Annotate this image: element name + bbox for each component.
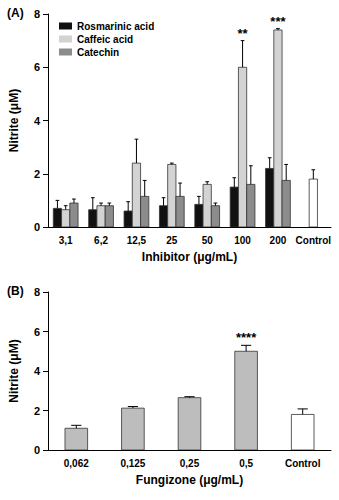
svg-text:12,5: 12,5 (127, 235, 147, 246)
svg-text:0,5: 0,5 (239, 458, 253, 469)
svg-text:4: 4 (34, 115, 41, 127)
svg-text:8: 8 (34, 286, 40, 298)
svg-text:6: 6 (34, 326, 40, 338)
svg-text:100: 100 (234, 235, 251, 246)
svg-text:2: 2 (34, 168, 40, 180)
svg-text:Nitrite (μM): Nitrite (μM) (7, 339, 21, 402)
svg-text:(B): (B) (7, 284, 24, 298)
svg-text:6,2: 6,2 (94, 235, 108, 246)
svg-text:Catechin: Catechin (77, 47, 119, 58)
svg-text:0,25: 0,25 (180, 458, 200, 469)
svg-text:(A): (A) (7, 6, 24, 20)
svg-text:***: *** (270, 14, 286, 29)
svg-text:Inhibitor (μg/mL): Inhibitor (μg/mL) (142, 250, 237, 264)
svg-text:4: 4 (34, 365, 41, 377)
svg-text:8: 8 (34, 8, 40, 20)
svg-text:****: **** (236, 330, 257, 345)
svg-text:**: ** (238, 26, 249, 41)
svg-text:50: 50 (202, 235, 214, 246)
svg-text:0: 0 (34, 444, 40, 456)
svg-text:6: 6 (34, 61, 40, 73)
svg-text:Control: Control (296, 235, 332, 246)
svg-text:3,1: 3,1 (59, 235, 73, 246)
svg-text:Fungizone (μg/mL): Fungizone (μg/mL) (136, 473, 243, 487)
svg-text:25: 25 (166, 235, 178, 246)
svg-text:0,125: 0,125 (120, 458, 145, 469)
svg-text:Nitrite (μM): Nitrite (μM) (7, 89, 21, 152)
svg-text:2: 2 (34, 405, 40, 417)
svg-text:Rosmarinic acid: Rosmarinic acid (77, 21, 154, 32)
svg-text:0: 0 (34, 221, 40, 233)
svg-text:0,062: 0,062 (64, 458, 89, 469)
svg-text:Control: Control (285, 458, 321, 469)
svg-text:Caffeic acid: Caffeic acid (77, 34, 133, 45)
svg-text:200: 200 (270, 235, 287, 246)
